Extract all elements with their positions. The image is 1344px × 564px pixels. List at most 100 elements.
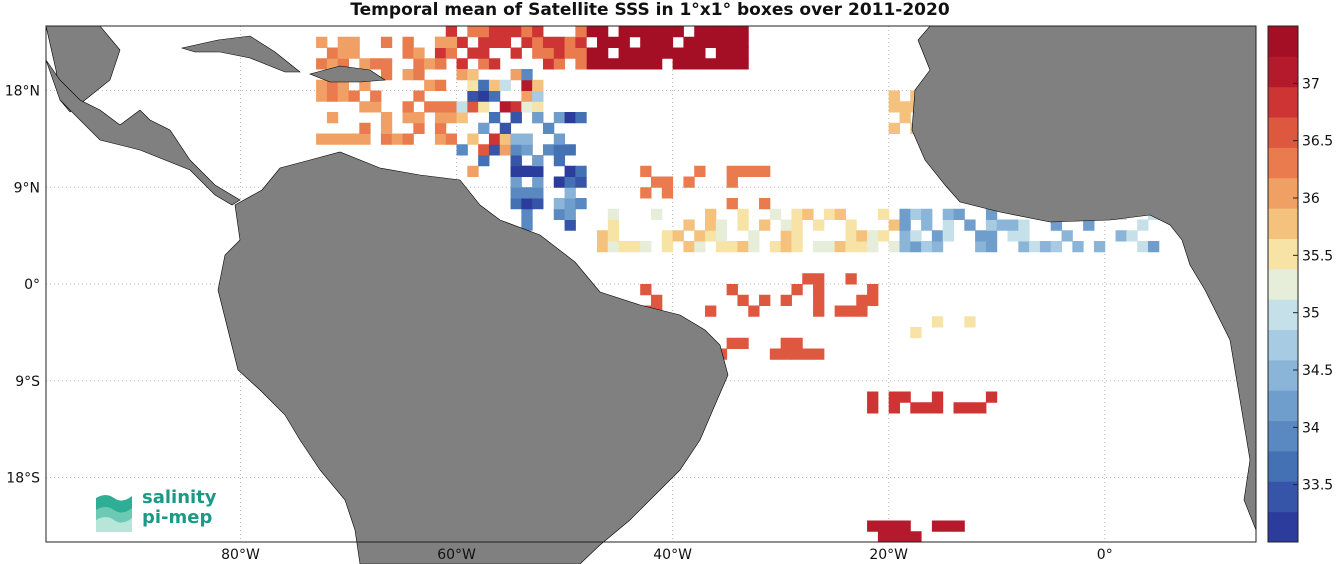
sss-pixel (661, 47, 674, 59)
sss-pixel (618, 26, 630, 38)
sss-pixel (348, 36, 360, 48)
sss-pixel (867, 402, 879, 414)
sss-pixel (791, 284, 803, 296)
sss-pixel (326, 47, 339, 59)
sss-pixel (964, 219, 976, 231)
sss-pixel (380, 122, 393, 134)
sss-pixel (780, 230, 792, 242)
sss-pixel (975, 230, 987, 242)
sss-pixel (726, 284, 738, 296)
sss-pixel (370, 58, 382, 70)
sss-pixel (607, 230, 620, 242)
colorbar-frame (1267, 25, 1299, 543)
sss-pixel (607, 241, 620, 253)
sss-pixel (542, 122, 555, 134)
sss-pixel (413, 90, 425, 102)
colorbar-segment (1268, 26, 1298, 57)
sss-pixel (672, 58, 684, 70)
sss-pixel (1007, 230, 1019, 242)
sss-pixel (467, 79, 479, 91)
logo-text-pimep: pi-mep (142, 507, 213, 528)
sss-pixel (715, 241, 728, 253)
sss-pixel (780, 241, 792, 253)
sss-pixel (618, 47, 630, 59)
sss-pixel (888, 90, 900, 102)
sss-pixel (564, 176, 576, 188)
sss-pixel (813, 284, 825, 296)
sss-pixel (326, 112, 339, 124)
sss-pixel (759, 219, 771, 231)
sss-pixel (737, 219, 749, 231)
colorbar-segment (1268, 238, 1298, 270)
sss-pixel (1061, 230, 1073, 242)
sss-pixel (596, 58, 609, 70)
sss-pixel (488, 36, 501, 48)
sss-pixel (888, 391, 900, 403)
sss-pixel (877, 520, 890, 532)
sss-pixel (651, 294, 663, 306)
sss-pixel (715, 219, 728, 231)
sss-pixel (521, 198, 533, 210)
sss-pixel (1115, 230, 1127, 242)
sss-pixel (791, 208, 803, 220)
sss-pixel (337, 79, 349, 91)
sss-pixel (737, 337, 749, 349)
sss-pixel (705, 58, 717, 70)
sss-pixel (348, 133, 360, 145)
sss-pixel (434, 133, 447, 145)
sss-pixel (705, 230, 717, 242)
sss-pixel (618, 241, 630, 253)
sss-pixel (899, 531, 911, 543)
sss-pixel (683, 241, 695, 253)
sss-pixel (651, 58, 663, 70)
sss-pixel (1147, 241, 1160, 253)
sss-pixel (337, 47, 349, 59)
colorbar-segment (1268, 177, 1298, 209)
sss-pixel (326, 58, 339, 70)
sss-pixel (542, 144, 555, 156)
colorbar-segment (1268, 450, 1298, 482)
sss-pixel (759, 165, 771, 177)
sss-pixel (445, 47, 458, 59)
sss-pixel (326, 79, 339, 91)
sss-pixel (888, 101, 900, 113)
sss-pixel (488, 26, 501, 38)
sss-pixel (640, 26, 652, 38)
sss-pixel (1072, 241, 1084, 253)
sss-pixel (813, 273, 825, 285)
sss-pixel (921, 241, 933, 253)
sss-pixel (975, 402, 987, 414)
sss-pixel (434, 79, 447, 91)
sss-pixel (586, 47, 598, 59)
sss-pixel (413, 122, 425, 134)
sss-pixel (337, 36, 349, 48)
sss-pixel (780, 219, 792, 231)
sss-pixel (467, 47, 479, 59)
sss-pixel (488, 133, 501, 145)
sss-pixel (467, 26, 479, 38)
sss-pixel (759, 198, 771, 210)
sss-pixel (510, 26, 522, 38)
land-cuba (180, 35, 301, 73)
sss-pixel (640, 47, 652, 59)
logo-wave-icon (96, 495, 132, 532)
sss-pixel (813, 305, 825, 317)
sss-pixel (553, 208, 566, 220)
lon-tick-label: 20°W (869, 547, 908, 563)
colorbar: 33.5 34 34.5 35 35.5 36 36.5 37 (1267, 25, 1333, 543)
sss-pixel (499, 26, 512, 38)
sss-pixel (445, 133, 458, 145)
sss-pixel (510, 165, 522, 177)
sss-pixel (877, 230, 890, 242)
sss-pixel (445, 36, 458, 48)
sss-pixel (640, 165, 652, 177)
sss-pixel (380, 58, 393, 70)
sss-pixel (413, 112, 425, 124)
sss-pixel (380, 69, 393, 81)
sss-pixel (748, 230, 760, 242)
sss-pixel (899, 230, 911, 242)
sss-pixel (510, 155, 522, 167)
lon-tick-label: 60°W (437, 547, 476, 563)
sss-pixel (683, 219, 695, 231)
sss-pixel (402, 69, 414, 81)
